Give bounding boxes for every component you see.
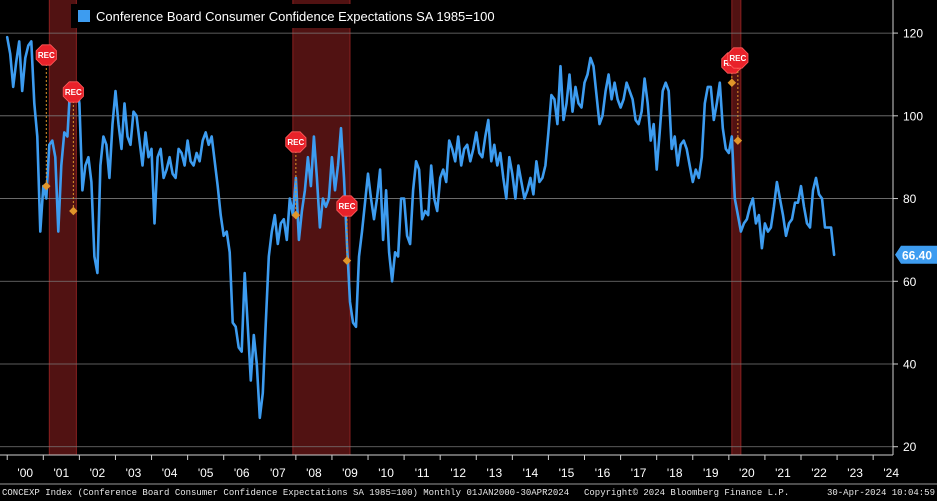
footer-bar: CONCEXP Index (Conference Board Consumer… bbox=[0, 486, 937, 501]
x-tick-label: '08 bbox=[306, 466, 322, 480]
rec-marker-dot bbox=[342, 256, 352, 265]
legend-box bbox=[71, 4, 545, 28]
x-tick-label: '24 bbox=[883, 466, 899, 480]
x-tick-label: '15 bbox=[559, 466, 575, 480]
recession-bar-3 bbox=[731, 0, 741, 455]
last-value-badge bbox=[895, 245, 937, 264]
series-layer bbox=[5, 35, 836, 420]
x-tick-label: '21 bbox=[775, 466, 791, 480]
last-value-label: 66.40 bbox=[902, 248, 932, 262]
footer-source: CONCEXP Index (Conference Board Consumer… bbox=[2, 488, 570, 498]
rec-marker-label: REC bbox=[38, 51, 55, 60]
series-line-consumer-confidence-expectations bbox=[5, 35, 836, 420]
recession-bar-2 bbox=[292, 0, 350, 455]
x-tick-label: '06 bbox=[234, 466, 250, 480]
y-tick-label: 100 bbox=[903, 109, 923, 123]
x-tick-label: '19 bbox=[703, 466, 719, 480]
x-tick-label: '00 bbox=[17, 466, 33, 480]
footer-copyright: Copyright© 2024 Bloomberg Finance L.P. bbox=[584, 488, 790, 498]
axes: 20 40 60 80 100 120 '00 '01 '02 '03 '04 '05 '06 '07 '0… bbox=[0, 0, 937, 485]
x-tick-label: '10 bbox=[378, 466, 394, 480]
x-tick-label: '03 bbox=[126, 466, 142, 480]
rec-marker-octagon bbox=[727, 47, 749, 69]
rec-marker-octagon bbox=[62, 81, 84, 103]
x-tick-label: '05 bbox=[198, 466, 214, 480]
x-tick-label: '04 bbox=[162, 466, 178, 480]
y-tick-label: 80 bbox=[903, 192, 917, 206]
x-tick-label: '07 bbox=[270, 466, 286, 480]
y-tick-label: 120 bbox=[903, 27, 923, 41]
rec-marker-octagon bbox=[35, 44, 57, 66]
rec-marker-label: REC bbox=[729, 54, 746, 63]
x-tick-label: '14 bbox=[523, 466, 539, 480]
rec-marker-dot bbox=[69, 206, 78, 216]
rec-marker-octagon bbox=[336, 195, 358, 217]
x-tick-label: '11 bbox=[415, 466, 430, 480]
legend-label: Conference Board Consumer Confidence Exp… bbox=[96, 9, 495, 24]
legend-swatch bbox=[78, 10, 90, 22]
gridlines bbox=[0, 32, 893, 448]
y-tick-label: 20 bbox=[903, 440, 917, 454]
x-tick-label: '12 bbox=[450, 466, 466, 480]
x-tick-label: '18 bbox=[667, 466, 683, 480]
x-tick-label: '01 bbox=[54, 466, 70, 480]
x-tick-label: '16 bbox=[595, 466, 611, 480]
x-tick-label: '17 bbox=[631, 466, 647, 480]
rec-marker-label: REC bbox=[339, 202, 356, 211]
x-tick-label: '23 bbox=[847, 466, 863, 480]
x-tick-label: '13 bbox=[486, 466, 502, 480]
recession-bars bbox=[48, 0, 742, 455]
x-tick-label: '20 bbox=[739, 466, 755, 480]
footer-timestamp: 30-Apr-2024 10:04:59 bbox=[826, 488, 935, 498]
legend: Conference Board Consumer Confidence Exp… bbox=[71, 4, 545, 28]
y-tick-label: 60 bbox=[903, 275, 917, 289]
rec-marker-dot bbox=[42, 181, 51, 191]
x-tick-label: '02 bbox=[90, 466, 106, 480]
rec-markers: RECRECRECRECRECREC bbox=[35, 44, 749, 265]
rec-marker-octagon bbox=[285, 131, 307, 153]
y-tick-label: 40 bbox=[903, 358, 917, 372]
rec-marker-label: REC bbox=[65, 88, 82, 97]
chart-plot: 20 40 60 80 100 120 '00 '01 '02 '03 '04 '05 '06 '07 '0… bbox=[0, 0, 937, 485]
rec-marker-dot bbox=[291, 210, 301, 220]
recession-bar-1 bbox=[49, 0, 77, 455]
rec-marker-label: REC bbox=[287, 138, 304, 147]
x-tick-label: '22 bbox=[811, 466, 827, 480]
x-tick-label: '09 bbox=[342, 466, 358, 480]
